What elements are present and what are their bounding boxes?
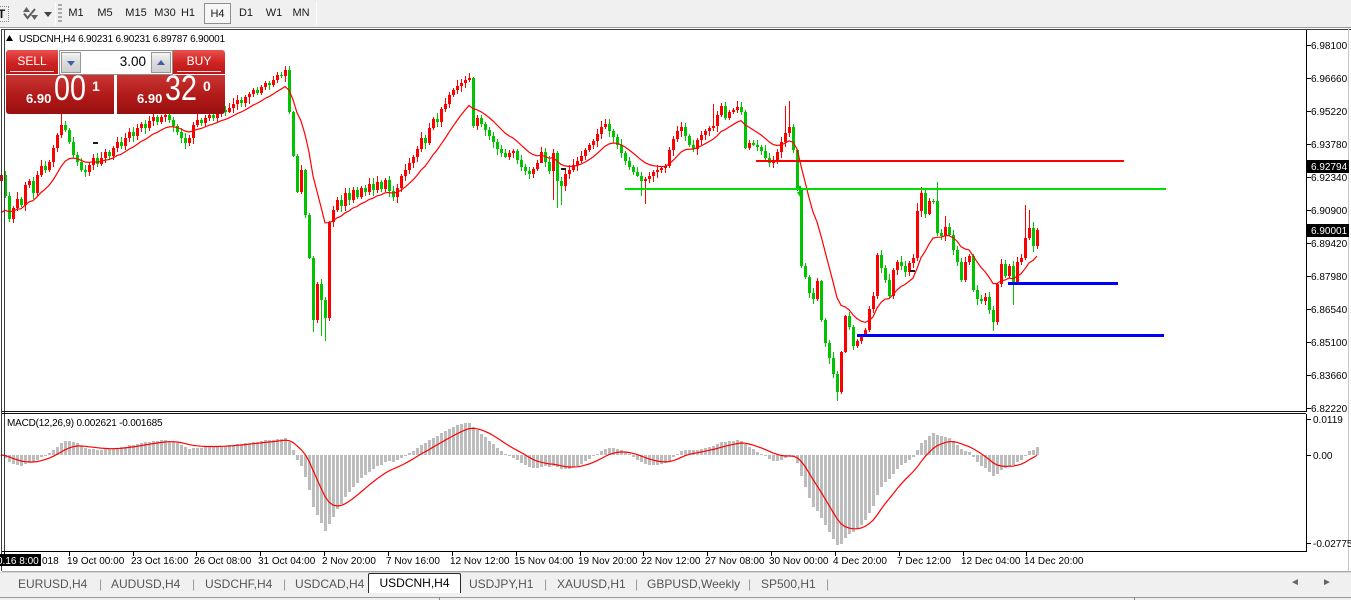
svg-text:018: 018	[42, 556, 59, 567]
svg-text:7 Dec 12:00: 7 Dec 12:00	[897, 556, 951, 567]
svg-text:MACD(12,26,9) 0.002621 -0.0016: MACD(12,26,9) 0.002621 -0.001685	[7, 418, 163, 429]
svg-text:0.00: 0.00	[1313, 451, 1333, 462]
svg-text:4 Dec 20:00: 4 Dec 20:00	[833, 556, 887, 567]
svg-text:6.87980: 6.87980	[1311, 272, 1348, 283]
svg-text:31 Oct 04:00: 31 Oct 04:00	[258, 556, 316, 567]
svg-text:0.0119: 0.0119	[1313, 415, 1343, 426]
svg-text:19 Oct 00:00: 19 Oct 00:00	[67, 556, 125, 567]
svg-text:23 Oct 16:00: 23 Oct 16:00	[131, 556, 189, 567]
svg-text:USDCNH,H4 6.90231 6.90231 6.8: USDCNH,H4 6.90231 6.90231 6.89787 6.9000…	[19, 34, 225, 45]
svg-text:6.96660: 6.96660	[1311, 74, 1348, 85]
svg-text:6.82220: 6.82220	[1311, 404, 1348, 415]
svg-text:19 Nov 20:00: 19 Nov 20:00	[578, 556, 638, 567]
svg-text:14 Dec 20:00: 14 Dec 20:00	[1024, 556, 1084, 567]
svg-text:22 Nov 12:00: 22 Nov 12:00	[641, 556, 701, 567]
svg-text:6.83660: 6.83660	[1311, 371, 1348, 382]
svg-text:30 Nov 00:00: 30 Nov 00:00	[769, 556, 829, 567]
svg-text:6.92794: 6.92794	[1311, 162, 1348, 173]
svg-text:6.90900: 6.90900	[1311, 206, 1348, 217]
svg-text:7 Nov 16:00: 7 Nov 16:00	[386, 556, 440, 567]
svg-text:6.90001: 6.90001	[1311, 226, 1348, 237]
svg-text:6.92340: 6.92340	[1311, 173, 1348, 184]
svg-text:6.93780: 6.93780	[1311, 140, 1348, 151]
svg-text:12 Nov 12:00: 12 Nov 12:00	[450, 556, 510, 567]
svg-text:6.86540: 6.86540	[1311, 305, 1348, 316]
svg-text:26 Oct 08:00: 26 Oct 08:00	[194, 556, 252, 567]
svg-text:15 Nov 04:00: 15 Nov 04:00	[514, 556, 574, 567]
svg-text:6.85100: 6.85100	[1311, 338, 1348, 349]
svg-text:6.89420: 6.89420	[1311, 239, 1348, 250]
svg-text:-0.027754: -0.027754	[1313, 539, 1351, 550]
svg-text:12 Dec 04:00: 12 Dec 04:00	[961, 556, 1021, 567]
svg-text:6.95220: 6.95220	[1311, 107, 1348, 118]
svg-text:0.16 8:00: 0.16 8:00	[0, 556, 39, 567]
svg-text:6.98100: 6.98100	[1311, 41, 1348, 52]
svg-text:2 Nov 20:00: 2 Nov 20:00	[322, 556, 376, 567]
svg-text:27 Nov 08:00: 27 Nov 08:00	[705, 556, 765, 567]
